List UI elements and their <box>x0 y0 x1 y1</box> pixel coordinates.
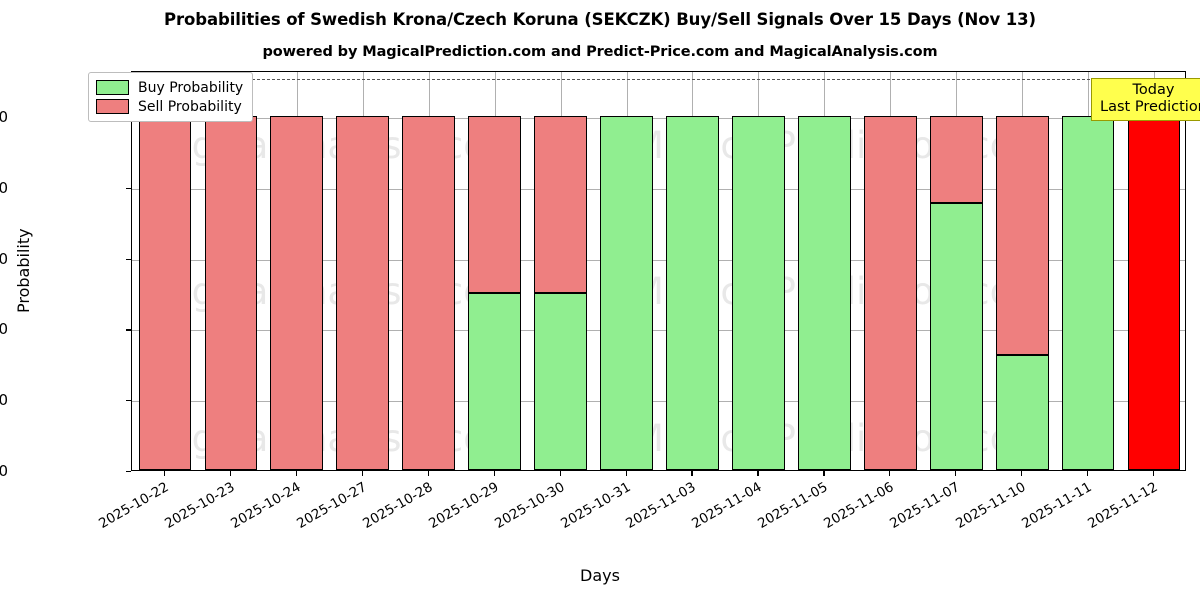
today-annotation-line1: Today <box>1132 82 1175 98</box>
bar-group <box>402 116 456 470</box>
legend-label-buy: Buy Probability <box>138 79 244 96</box>
legend-swatch-buy <box>96 80 129 95</box>
bar-segment-sell <box>336 116 390 470</box>
legend-swatch-sell <box>96 99 129 114</box>
bar-segment-sell <box>402 116 456 470</box>
bar-segment-buy <box>797 116 851 470</box>
bar-segment-buy <box>600 116 653 470</box>
legend-label-sell: Sell Probability <box>138 98 242 115</box>
bar-segment-buy <box>1061 116 1115 470</box>
bar-group <box>1061 116 1115 470</box>
bar-group <box>863 116 917 470</box>
bar-group <box>600 116 653 470</box>
x-axis-tick-mark <box>757 471 759 476</box>
chart-subtitle: powered by MagicalPrediction.com and Pre… <box>262 44 938 60</box>
x-axis-tick-mark <box>1087 471 1089 476</box>
x-axis-tick-mark <box>229 471 232 476</box>
y-axis-tick-label: 60 <box>0 249 8 268</box>
gridline-horizontal <box>132 401 1185 403</box>
x-axis-tick-mark <box>493 471 495 476</box>
y-axis-tick-mark <box>126 258 131 260</box>
bar-group <box>534 116 587 470</box>
x-axis-title: Days <box>580 566 620 585</box>
bar-segment-sell <box>270 116 324 470</box>
bar-segment-buy <box>995 354 1049 470</box>
bar-segment-buy <box>732 116 785 470</box>
bar-group <box>929 116 983 470</box>
bar-segment-buy <box>468 293 522 470</box>
gridline-horizontal <box>132 330 1185 332</box>
bar-segment-sell <box>204 116 258 470</box>
bars-layer <box>132 72 1185 470</box>
x-axis-tick-mark <box>1021 471 1023 476</box>
plot-area: MagicalAnalysis.comMagicalPrediction.com… <box>131 71 1186 471</box>
bar-segment-sell <box>138 116 192 470</box>
y-axis-tick-mark <box>126 187 131 189</box>
gridline-horizontal <box>132 118 1185 120</box>
bar-group <box>995 116 1049 470</box>
bar-group <box>468 116 522 470</box>
x-axis-tick-mark <box>559 471 561 476</box>
y-axis-tick-label: 100 <box>0 108 8 127</box>
today-annotation: Today Last Prediction <box>1091 78 1200 122</box>
bar-group <box>732 116 785 470</box>
gridline-horizontal <box>132 259 1185 261</box>
bar-segment-today <box>1127 116 1181 470</box>
x-axis-tick-mark <box>427 471 429 476</box>
bar-segment-sell <box>468 116 522 294</box>
gridline-horizontal <box>132 188 1185 190</box>
x-axis-tick-mark <box>691 471 693 476</box>
today-annotation-line2: Last Prediction <box>1100 99 1200 116</box>
x-axis-tick-mark <box>1153 471 1155 476</box>
y-axis-tick-mark <box>126 471 131 473</box>
x-axis-tick-mark <box>889 471 891 476</box>
reference-dashed-line <box>132 79 1185 81</box>
bar-segment-sell <box>863 116 917 470</box>
bar-segment-buy <box>929 202 983 470</box>
bar-segment-sell <box>534 116 587 294</box>
bar-group <box>336 116 390 470</box>
chart-legend: Buy Probability Sell Probability <box>88 72 254 122</box>
x-axis-tick-mark <box>163 471 166 476</box>
bar-segment-buy <box>534 293 587 470</box>
bar-group <box>138 116 192 470</box>
bar-group <box>270 116 324 470</box>
chart-title: Probabilities of Swedish Krona/Czech Kor… <box>164 10 1036 29</box>
bar-group <box>204 116 258 470</box>
x-axis-tick-mark <box>361 471 363 476</box>
y-axis-tick-mark <box>126 400 131 402</box>
x-axis-tick-mark <box>823 471 825 476</box>
x-axis-tick-mark <box>295 471 298 476</box>
y-axis-tick-mark <box>126 329 131 331</box>
legend-item-buy: Buy Probability <box>96 78 243 97</box>
y-axis-title: Probability <box>14 228 33 313</box>
x-axis-tick-mark <box>625 471 627 476</box>
bar-group <box>797 116 851 470</box>
bar-segment-sell <box>995 116 1049 355</box>
bar-segment-buy <box>666 116 719 470</box>
legend-item-sell: Sell Probability <box>96 97 243 116</box>
y-axis-tick-label: 20 <box>0 391 8 410</box>
y-axis-tick-label: 80 <box>0 178 8 197</box>
y-axis-tick-label: 0 <box>0 462 8 480</box>
x-axis-tick-mark <box>955 471 957 476</box>
y-axis-tick-label: 40 <box>0 320 8 339</box>
bar-segment-sell <box>929 116 983 203</box>
bar-group <box>666 116 719 470</box>
bar-group <box>1127 116 1181 470</box>
